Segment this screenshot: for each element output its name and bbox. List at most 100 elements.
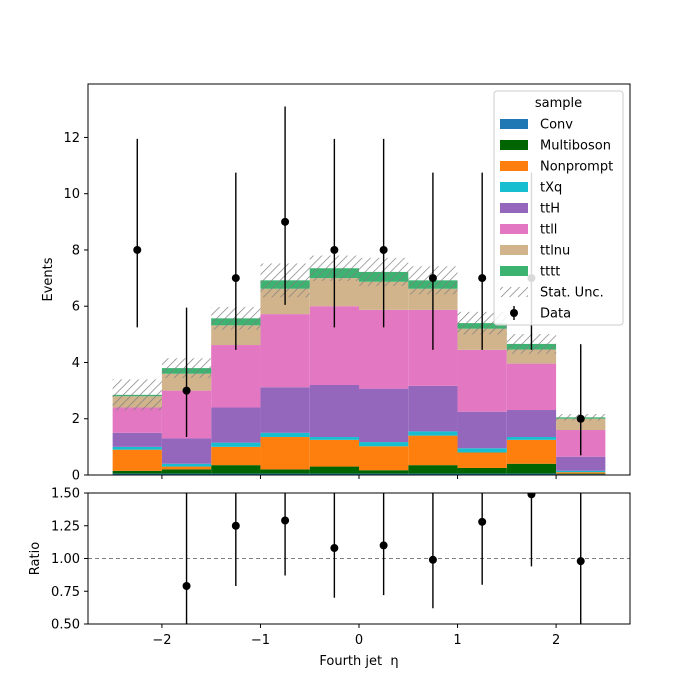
legend-entry: ttH (500, 202, 560, 217)
x-axis-label: Fourth jet η (319, 654, 398, 669)
legend-label: ttlnu (540, 244, 570, 259)
legend-swatch (500, 245, 528, 255)
bar-txq (260, 432, 310, 438)
bar-tth (359, 388, 409, 443)
data-point (428, 274, 437, 283)
legend-label: ttH (540, 202, 560, 217)
x-tick-label: 1 (453, 633, 461, 648)
bar-tth (556, 456, 606, 471)
bar-conv (211, 473, 261, 475)
legend-title: sample (535, 96, 582, 111)
y-tick-label: 8 (72, 243, 80, 258)
bar-conv (457, 473, 507, 475)
legend-swatch (500, 266, 528, 276)
bar-txq (161, 463, 212, 467)
data-point (576, 414, 585, 423)
legend-entry: Conv (500, 118, 573, 133)
legend-entry: Data (510, 306, 571, 322)
legend-label: Conv (540, 118, 573, 133)
bar-conv (408, 473, 458, 475)
bar-tth (309, 384, 359, 438)
bar-tth (506, 410, 557, 438)
bar-tth (457, 411, 507, 449)
y-tick-label: 0 (72, 469, 80, 484)
bar-multiboson (309, 466, 359, 474)
bar-multiboson (161, 469, 212, 474)
bar-nonprompt (556, 472, 606, 474)
legend-label: ttll (540, 223, 557, 238)
legend-entry: Nonprompt (500, 160, 613, 175)
data-point (231, 274, 240, 283)
ratio-y-tick-label: 1.50 (51, 487, 80, 502)
ratio-point (428, 555, 437, 564)
bar-txq (457, 448, 507, 453)
legend-label: Stat. Unc. (540, 286, 604, 301)
bar-nonprompt (506, 439, 557, 464)
legend-swatch (500, 224, 528, 234)
bar-txq (556, 470, 606, 473)
legend-entry: Multiboson (500, 139, 611, 154)
legend-swatch (500, 161, 528, 171)
ratio-y-tick-label: 1.25 (51, 519, 80, 534)
data-point (133, 245, 142, 254)
x-tick-label: −2 (152, 633, 171, 648)
y-tick-label: 4 (72, 356, 80, 371)
data-point (478, 274, 487, 283)
y-tick-label: 12 (63, 131, 80, 146)
bar-ttll (457, 349, 507, 412)
ratio-y-tick-label: 0.75 (51, 585, 80, 600)
main-plot: 0 2 4 6 8 10 12 (63, 83, 631, 484)
data-points (133, 106, 585, 456)
y-tick-label: 2 (72, 412, 80, 427)
ratio-point (527, 493, 536, 499)
ratio-points (182, 493, 585, 624)
bar-conv (506, 473, 557, 475)
legend-label: tttt (540, 265, 560, 280)
legend-label: tXq (540, 181, 562, 196)
x-tick-label: 2 (552, 633, 560, 648)
legend-swatch (500, 182, 528, 192)
ratio-point (379, 541, 388, 550)
ratio-y-tick-label: 1.00 (51, 552, 80, 567)
bar-ttll (260, 314, 310, 388)
ratio-point (182, 582, 191, 591)
ratio-point (231, 521, 240, 530)
legend: sample Conv Multiboson Nonprompt tXq ttH ttll… (493, 90, 624, 326)
bar-nonprompt (112, 449, 162, 471)
bar-nonprompt (260, 437, 310, 470)
bar-tth (211, 407, 261, 443)
x-tick-label: −1 (251, 633, 270, 648)
bar-txq (211, 442, 261, 447)
legend-entry: ttll (500, 223, 557, 238)
data-point (281, 217, 290, 226)
bar-conv (359, 473, 409, 475)
x-tick-label: 0 (355, 633, 363, 648)
bar-txq (112, 446, 162, 450)
ratio-point (478, 517, 487, 526)
legend-entry: tttt (500, 265, 560, 280)
bar-nonprompt (309, 439, 359, 467)
bar-nonprompt (359, 446, 409, 471)
legend-swatch (500, 140, 528, 150)
bar-nonprompt (211, 446, 261, 466)
bar-multiboson (506, 463, 557, 474)
bar-nonprompt (161, 466, 212, 470)
bar-tth (408, 385, 458, 432)
bar-nonprompt (457, 452, 507, 468)
bar-multiboson (556, 473, 606, 475)
stat-unc-box (112, 379, 162, 411)
bar-multiboson (359, 470, 409, 474)
bar-conv (161, 473, 212, 475)
bar-nonprompt (408, 435, 458, 466)
bar-txq (359, 442, 409, 447)
ratio-y-tick-label: 0.50 (51, 618, 80, 633)
legend-swatch (500, 203, 528, 213)
legend-entry: ttlnu (500, 244, 570, 259)
legend-data-marker (510, 309, 518, 317)
bar-multiboson (457, 467, 507, 474)
legend-hatch-swatch (500, 287, 528, 297)
legend-entry: tXq (500, 181, 562, 196)
ratio-point (330, 544, 339, 553)
bar-tth (260, 387, 310, 433)
